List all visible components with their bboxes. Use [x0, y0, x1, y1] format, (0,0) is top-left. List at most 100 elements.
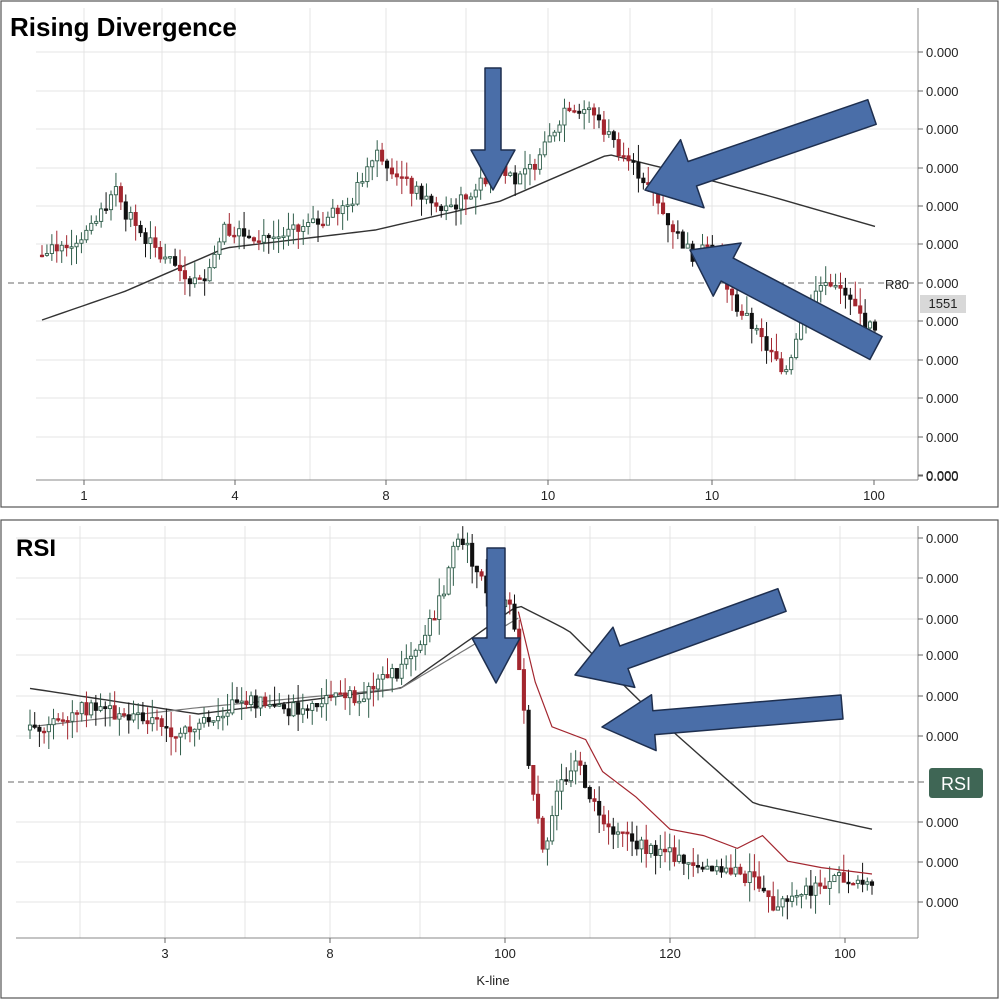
- candle: [107, 692, 113, 727]
- candle: [848, 287, 853, 316]
- candle: [112, 691, 117, 720]
- candle-body: [46, 724, 51, 733]
- candle: [60, 712, 65, 726]
- candle: [385, 658, 390, 679]
- candle-body: [686, 862, 691, 865]
- candle-body: [256, 240, 261, 243]
- candle: [838, 272, 843, 304]
- candle: [123, 194, 128, 232]
- candle-body: [350, 203, 355, 207]
- candle: [799, 893, 804, 909]
- candle-body: [621, 155, 626, 158]
- candle-body: [749, 312, 754, 329]
- candle-body: [863, 312, 868, 329]
- candle: [444, 196, 449, 221]
- candle-body: [320, 223, 326, 227]
- candle: [446, 565, 451, 596]
- candle: [239, 687, 244, 720]
- candle-body: [263, 696, 268, 706]
- candle: [742, 870, 748, 887]
- candle-body: [478, 177, 483, 191]
- candle: [634, 825, 639, 856]
- candle-body: [69, 246, 74, 249]
- candle-body: [508, 172, 513, 176]
- candle-body: [460, 538, 465, 545]
- candle: [227, 213, 232, 237]
- candle-body: [44, 253, 49, 256]
- candle: [324, 679, 329, 721]
- candle-body: [281, 235, 286, 238]
- candle-body: [868, 321, 873, 329]
- candle: [197, 274, 202, 280]
- candle-body: [774, 351, 779, 360]
- candle: [705, 858, 710, 870]
- candle-body: [131, 713, 136, 721]
- candle: [865, 877, 870, 891]
- chart1-price-tag: 1551: [929, 296, 958, 311]
- candle: [441, 585, 446, 599]
- candle: [291, 213, 296, 245]
- candle: [74, 709, 80, 733]
- candle: [738, 863, 743, 876]
- candle-body: [253, 695, 258, 709]
- candle-body: [427, 618, 432, 636]
- candle: [578, 751, 583, 776]
- y-tick-label: 0.000: [926, 571, 959, 586]
- candle: [691, 848, 696, 877]
- candle-body: [813, 882, 818, 896]
- candle-body: [532, 163, 537, 170]
- candle-body: [335, 207, 340, 215]
- candle-body: [79, 702, 84, 715]
- candle: [394, 668, 399, 682]
- candle: [714, 859, 719, 875]
- left-arrow-lower: [689, 242, 883, 361]
- candle: [860, 862, 865, 893]
- candle-body: [846, 881, 851, 885]
- candle-body: [173, 256, 178, 266]
- candle-body: [380, 674, 385, 680]
- candle: [739, 304, 744, 320]
- candle-body: [444, 205, 449, 212]
- candle: [451, 541, 456, 586]
- candle: [212, 245, 217, 269]
- candle: [271, 220, 276, 250]
- candle-body: [757, 876, 762, 889]
- candle: [757, 861, 762, 892]
- candle: [117, 707, 122, 736]
- candle: [389, 158, 395, 179]
- candle-body: [764, 336, 769, 351]
- candle: [365, 157, 370, 188]
- candle-body: [345, 204, 350, 207]
- candle: [69, 229, 74, 266]
- candle: [153, 226, 158, 258]
- candle-body: [517, 628, 522, 671]
- candle-body: [338, 692, 343, 695]
- candle-body: [64, 244, 69, 249]
- candle-body: [234, 699, 240, 703]
- candle-body: [123, 201, 128, 220]
- candle: [74, 235, 79, 264]
- candle-body: [261, 234, 266, 243]
- candle-body: [837, 872, 842, 876]
- chart2-x-axis-label: K-line: [476, 973, 509, 988]
- candle: [562, 98, 567, 142]
- candle: [352, 686, 357, 706]
- candle-body: [399, 663, 404, 679]
- candle: [251, 236, 256, 245]
- y-tick-label: 0.000: [926, 612, 959, 627]
- candle: [596, 107, 602, 129]
- candle: [202, 269, 207, 296]
- candle: [700, 861, 705, 873]
- candle: [217, 237, 222, 260]
- candle-body: [390, 668, 395, 679]
- candle-body: [695, 865, 701, 868]
- left-arrow-upper: [574, 587, 787, 689]
- candle-body: [680, 231, 685, 249]
- candle-body: [183, 726, 188, 734]
- candle: [177, 249, 183, 282]
- candle: [319, 687, 324, 718]
- candle: [630, 821, 635, 857]
- candle-body: [739, 310, 744, 316]
- candle: [846, 869, 851, 894]
- candle: [267, 694, 272, 709]
